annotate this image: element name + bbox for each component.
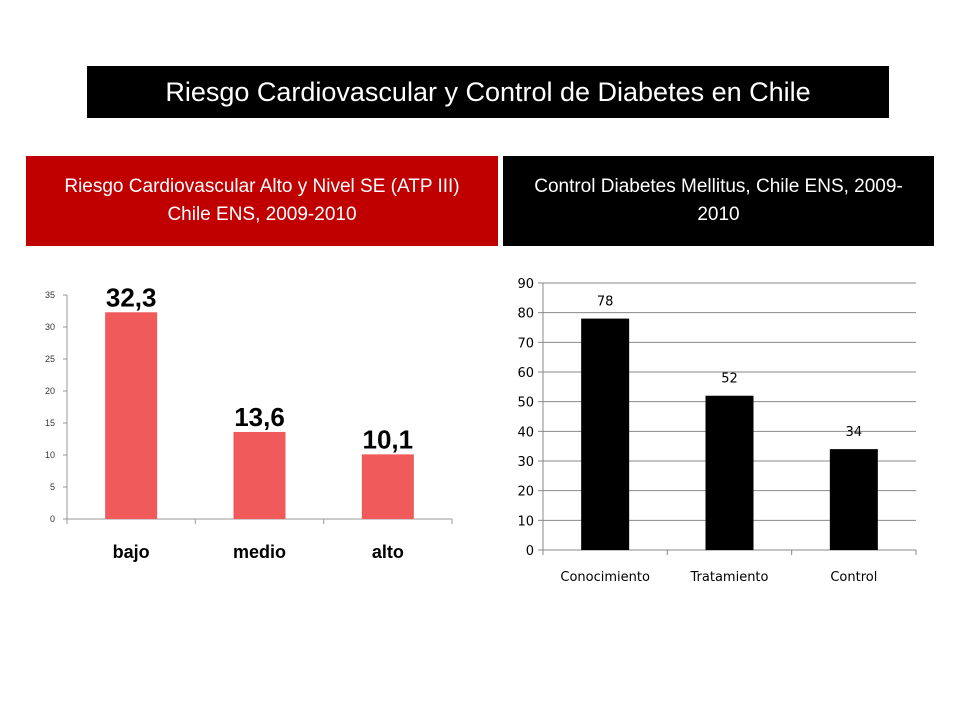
y-tick-label: 0 <box>50 514 55 524</box>
y-tick-label: 90 <box>517 277 534 292</box>
data-label: 32,3 <box>106 282 157 312</box>
bar <box>361 454 414 519</box>
right-panel-header-text: Control Diabetes Mellitus, Chile ENS, 20… <box>534 176 903 225</box>
y-tick-label: 40 <box>517 425 534 440</box>
y-tick-label: 25 <box>45 354 55 364</box>
category-label: medio <box>233 542 286 562</box>
category-label: Tratamiento <box>690 570 769 585</box>
y-tick-label: 70 <box>517 336 534 351</box>
y-tick-label: 0 <box>526 544 534 559</box>
left-panel-header: Riesgo Cardiovascular Alto y Nivel SE (A… <box>26 156 498 246</box>
cardiovascular-risk-chart: 0 5 10 15 20 25 30 35 32,3 bajo 13,6 medio 10,1 alto <box>45 282 453 562</box>
y-tick-label: 50 <box>517 396 534 411</box>
bar <box>581 318 630 550</box>
data-label: 10,1 <box>363 424 414 454</box>
y-tick-label: 10 <box>517 514 534 529</box>
bar <box>829 449 878 550</box>
category-label: Conocimiento <box>560 570 650 585</box>
left-panel-header-text: Riesgo Cardiovascular Alto y Nivel SE (A… <box>64 176 460 225</box>
y-tick-label: 30 <box>517 455 534 470</box>
y-tick-label: 5 <box>50 482 55 492</box>
y-tick-label: 30 <box>45 322 55 332</box>
bar <box>105 312 158 519</box>
diabetes-control-chart: 0 10 20 30 40 50 60 70 80 90 78 Conocimiento 52 Trata… <box>517 277 917 585</box>
y-tick-label: 15 <box>45 418 55 428</box>
page-title: Riesgo Cardiovascular y Control de Diabe… <box>87 66 889 118</box>
y-tick-label: 60 <box>517 366 534 381</box>
bar <box>233 431 286 519</box>
y-tick-label: 80 <box>517 307 534 322</box>
category-label: bajo <box>113 542 150 562</box>
y-tick-label: 35 <box>45 290 55 300</box>
bar <box>705 395 754 550</box>
y-tick-label: 20 <box>517 485 534 500</box>
right-panel-header: Control Diabetes Mellitus, Chile ENS, 20… <box>503 156 934 246</box>
category-label: alto <box>372 542 404 562</box>
category-label: Control <box>830 570 877 585</box>
data-label: 78 <box>597 295 614 310</box>
data-label: 34 <box>846 425 863 440</box>
y-tick-label: 10 <box>45 450 55 460</box>
data-label: 13,6 <box>234 402 285 432</box>
data-label: 52 <box>721 372 738 387</box>
y-tick-label: 20 <box>45 386 55 396</box>
